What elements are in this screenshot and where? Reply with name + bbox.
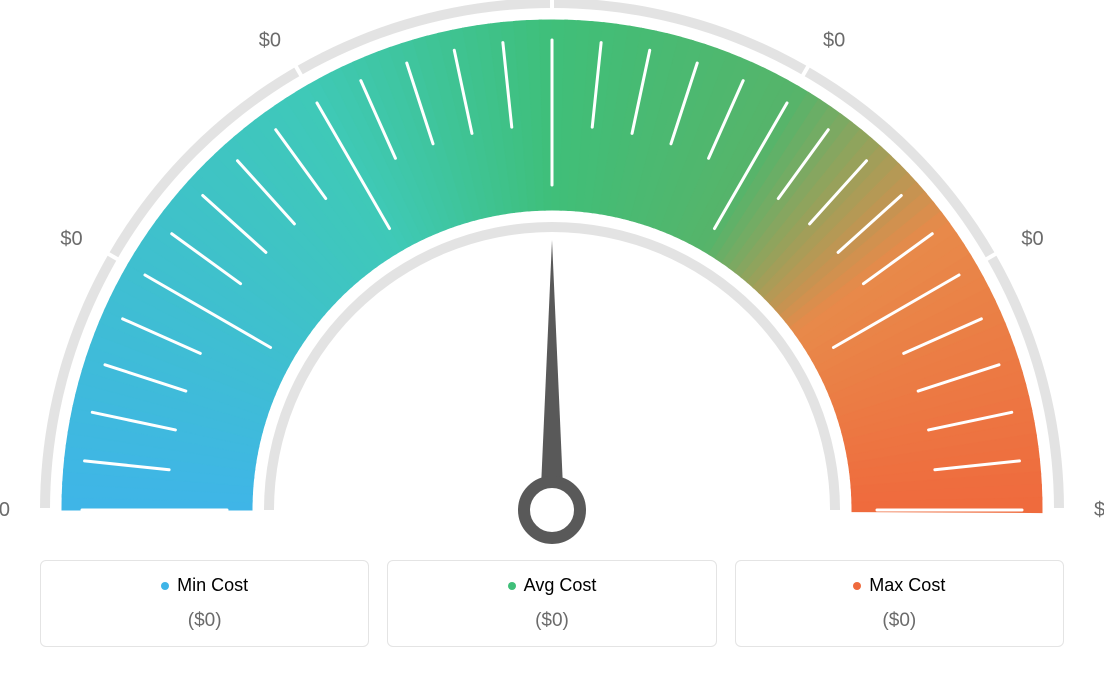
- legend-label-text: Avg Cost: [524, 575, 597, 596]
- legend-label-min: Min Cost: [161, 575, 248, 596]
- legend-value-max: ($0): [746, 610, 1053, 632]
- legend-label-text: Min Cost: [177, 575, 248, 596]
- legend-label-max: Max Cost: [853, 575, 945, 596]
- legend-value-avg: ($0): [398, 610, 705, 632]
- legend-dot-max: [853, 582, 861, 590]
- legend-value-min: ($0): [51, 610, 358, 632]
- svg-text:$0: $0: [259, 30, 281, 52]
- legend-dot-avg: [508, 582, 516, 590]
- legend-label-avg: Avg Cost: [508, 575, 597, 596]
- legend-dot-min: [161, 582, 169, 590]
- legend-card-avg: Avg Cost ($0): [387, 560, 716, 647]
- legend-card-min: Min Cost ($0): [40, 560, 369, 647]
- gauge-svg: $0$0$0$0$0$0$0: [0, 0, 1104, 560]
- svg-text:$0: $0: [60, 228, 82, 250]
- legend-label-text: Max Cost: [869, 575, 945, 596]
- svg-text:$0: $0: [823, 30, 845, 52]
- legend-card-max: Max Cost ($0): [735, 560, 1064, 647]
- svg-text:$0: $0: [1021, 228, 1043, 250]
- legend-row: Min Cost ($0) Avg Cost ($0) Max Cost ($0…: [0, 560, 1104, 647]
- svg-text:$0: $0: [0, 499, 10, 521]
- svg-text:$0: $0: [1094, 499, 1104, 521]
- gauge-chart: $0$0$0$0$0$0$0: [0, 0, 1104, 560]
